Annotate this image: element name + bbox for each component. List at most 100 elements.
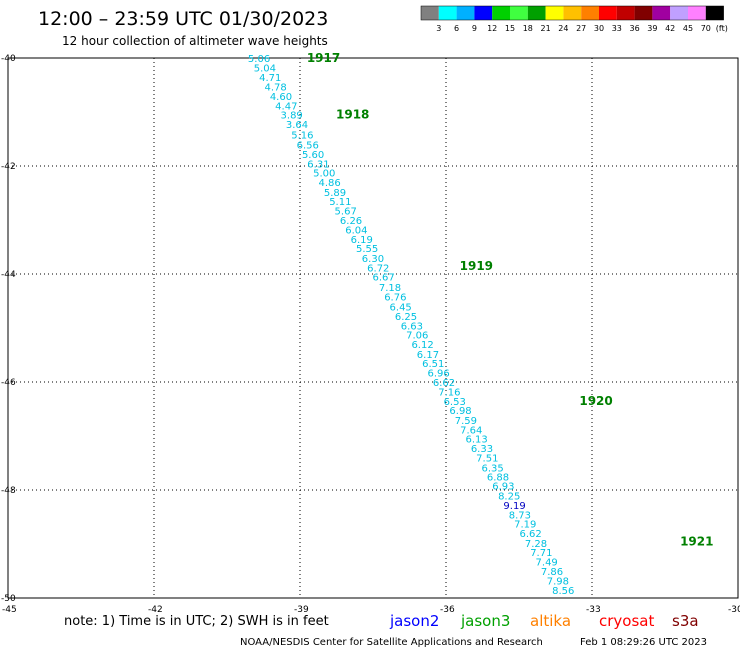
swh-value: 6.51 [422,359,444,370]
swh-value: 7.98 [547,577,569,588]
colorbar-label: 21 [541,24,551,33]
swh-value: 7.64 [460,426,482,437]
swh-value: 6.35 [482,463,504,474]
swh-value: 6.19 [351,235,373,246]
swh-value: 5.04 [254,64,276,75]
hour-labels: 1917 1918 1919 1920 1921 [307,51,714,548]
satellite-jason3: jason3 [460,612,510,630]
swh-value: 7.86 [541,567,563,578]
hour-label: 1919 [460,259,493,273]
colorbar-swatch [474,6,493,20]
swh-value: 6.04 [345,226,367,237]
swh-value: 4.78 [264,83,286,94]
swh-value: 6.98 [449,406,471,417]
timestamp-text: Feb 1 08:29:26 UTC 2023 [580,637,707,648]
axis-tick-labels: -45 -42 -39 -36 -33 -30 -40 -42 -44 -46 -48 -50 [1,54,740,615]
hour-label: 1920 [579,394,612,408]
swh-value: 7.19 [514,519,536,530]
swh-value: 7.71 [530,548,552,559]
credit-text: NOAA/NESDIS Center for Satellite Applica… [240,637,543,648]
swh-value: 5.00 [313,168,335,179]
swh-value: 6.76 [384,293,406,304]
swh-value: 5.16 [291,131,313,142]
x-tick-label: -36 [440,605,455,615]
swh-value: 7.51 [476,454,498,465]
hour-label: 1921 [680,534,713,548]
satellite-s3a: s3a [672,612,699,630]
colorbar-label: 18 [523,24,533,33]
swh-value: 5.55 [356,244,378,255]
grid-lines [8,58,738,598]
swh-value: 7.28 [525,539,547,550]
y-tick-label: -40 [1,54,16,64]
satellite-legend: jason2 jason3 altika cryosat s3a [389,612,699,630]
satellite-jason2: jason2 [389,612,439,630]
swh-value: 7.16 [438,388,460,399]
swh-value: 3.89 [281,111,303,122]
swh-value: 7.49 [536,557,558,568]
swh-value: 8.25 [498,491,520,502]
colorbar-label: 70 [701,24,711,33]
swh-value: 6.33 [471,444,493,455]
swh-value: 6.88 [487,473,509,484]
colorbar-swatch [599,6,617,20]
colorbar-swatch [705,6,724,20]
colorbar-label: 45 [683,24,693,33]
satellite-altika: altika [530,612,571,630]
swh-value: 6.63 [401,321,423,332]
swh-value: 4.47 [275,102,297,113]
y-tick-label: -46 [1,378,16,388]
swh-value: 7.59 [455,416,477,427]
colorbar-swatch [545,6,564,20]
plot-frame [7,57,739,599]
swh-value: 5.11 [329,197,351,208]
colorbar-swatch [688,6,706,20]
swh-value: 5.67 [335,206,357,217]
swh-value: 5.89 [324,188,346,199]
colorbar-label: 33 [612,24,622,33]
colorbar-label: 9 [472,24,477,33]
swh-value: 3.64 [286,120,308,131]
colorbar-label: 15 [505,24,515,33]
swh-value: 6.12 [411,340,433,351]
colorbar-label: 39 [647,24,657,33]
x-tick-label: -30 [728,605,740,615]
hour-label: 1917 [307,51,340,65]
colorbar-swatch [652,6,671,20]
colorbar-unit: (ft) [716,24,728,33]
colorbar-label: 12 [487,24,497,33]
colorbar-swatch [438,6,457,20]
swh-value: 5.06 [248,54,270,65]
colorbar-label: 27 [576,24,586,33]
swh-value: 6.17 [417,350,439,361]
swh-value: 4.71 [259,73,281,84]
colorbar-legend: 3 6 9 12 15 18 21 24 27 30 33 36 39 42 45 70 (ft) [420,5,728,33]
colorbar-swatch [510,6,528,20]
chart-subtitle: 12 hour collection of altimeter wave hei… [62,34,328,48]
swh-value: 6.72 [367,264,389,275]
chart-title: 12:00 – 23:59 UTC 01/30/2023 [38,8,328,30]
swh-value: 8.73 [509,510,531,521]
swh-value: 6.62 [519,529,541,540]
swh-value: 5.60 [302,150,324,161]
colorbar-label: 36 [630,24,640,33]
x-tick-label: -42 [148,605,163,615]
swh-value: 6.25 [395,312,417,323]
swh-value: 4.60 [270,92,292,103]
swh-value: 6.96 [428,368,450,379]
x-tick-label: -33 [586,605,601,615]
swh-value: 6.62 [433,378,455,389]
colorbar-label: 30 [594,24,604,33]
colorbar-label: 3 [436,24,441,33]
swh-value: 6.45 [390,302,412,313]
swh-points: 5.065.044.714.784.604.473.893.645.166.56… [248,54,574,597]
colorbar-swatch [563,6,582,20]
colorbar-border [420,5,724,21]
colorbar-swatch [492,6,510,20]
y-tick-label: -42 [1,162,16,172]
swh-value: 6.67 [373,273,395,284]
swh-value: 6.56 [297,140,319,151]
swh-value: 6.93 [492,482,514,493]
swh-value: 9.19 [503,501,525,512]
satellite-cryosat: cryosat [599,612,654,630]
